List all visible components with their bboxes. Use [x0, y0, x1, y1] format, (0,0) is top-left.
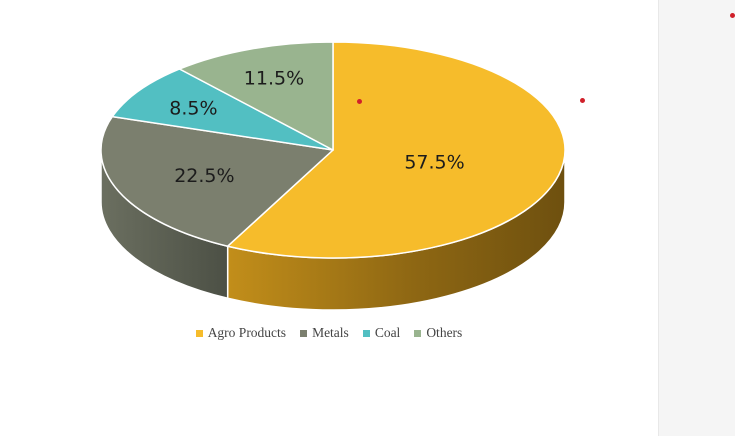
data-label-agro-products: 57.5% [404, 151, 464, 173]
legend-entry-others: Others [414, 325, 462, 341]
slice-others [178, 41, 334, 151]
legend-entry-coal: Coal [362, 325, 401, 341]
legend-label-metals: Metals [312, 325, 349, 340]
slide-canvas: 57.5% 22.5% 8.5% 11.5% Agro Products Metals C… [0, 41, 658, 341]
legend-label-agro-products: Agro Products [207, 325, 287, 340]
data-label-others: 11.5% [244, 67, 304, 89]
data-label-coal: 8.5% [169, 97, 217, 119]
legend-swatch-agro-products [195, 329, 203, 337]
slice-agro-products [226, 41, 566, 259]
pie-tops [100, 41, 566, 259]
side-panel [658, 0, 735, 436]
pie-labels: 57.5% 22.5% 8.5% 11.5% [169, 67, 464, 187]
marker-dot [730, 13, 735, 18]
data-label-metals: 22.5% [174, 165, 234, 187]
legend-entry-metals: Metals [300, 325, 349, 341]
legend-entry-agro-products: Agro Products [195, 325, 287, 341]
slice-coal [111, 68, 334, 151]
legend-swatch-others [414, 329, 422, 337]
legend-swatch-metals [300, 329, 308, 337]
pie-chart: 57.5% 22.5% 8.5% 11.5% [100, 41, 566, 311]
legend: Agro Products Metals Coal Others [0, 325, 658, 341]
marker-dot [580, 98, 585, 103]
legend-swatch-coal [362, 329, 370, 337]
marker-dot [357, 99, 362, 104]
slice-metals [100, 115, 334, 247]
legend-label-coal: Coal [374, 325, 401, 340]
legend-label-others: Others [426, 325, 463, 340]
